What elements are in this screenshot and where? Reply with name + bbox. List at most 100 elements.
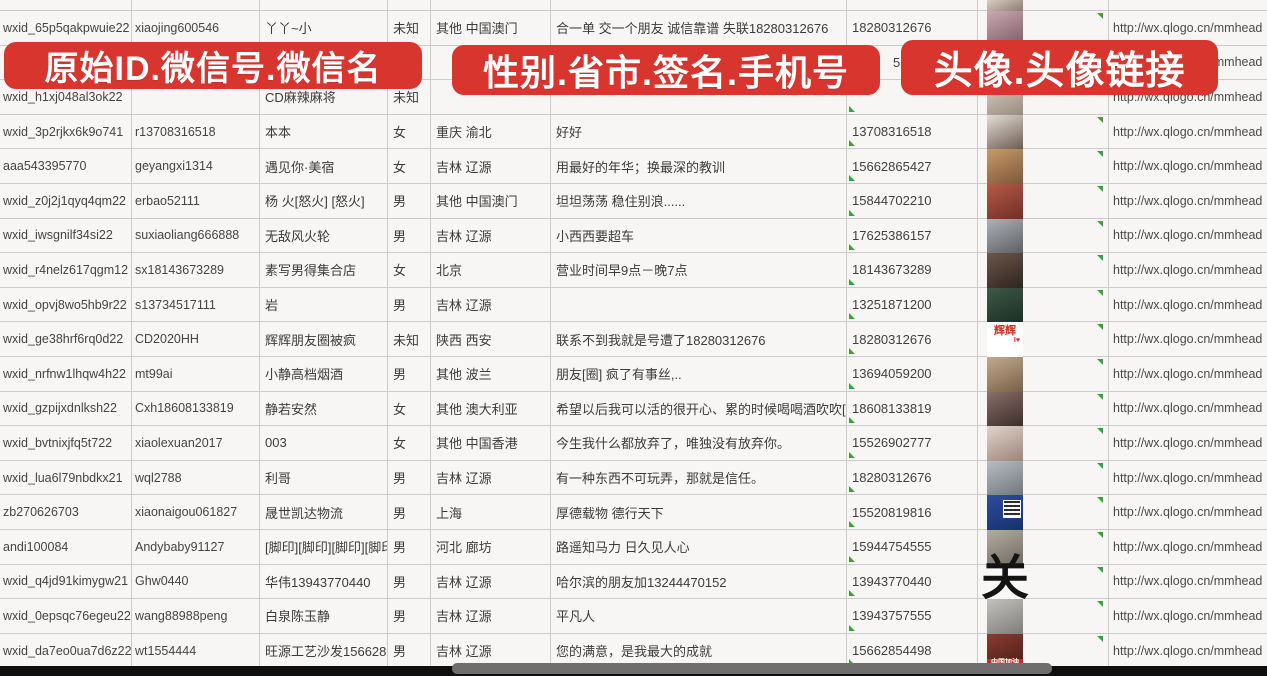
cell-signature[interactable]: 联系不到我就是号遭了18280312676 (551, 322, 847, 357)
cell-avatar_cell[interactable] (978, 322, 1109, 357)
cell-signature[interactable]: 小西西要超车 (551, 218, 847, 254)
cell-wxid[interactable]: wxid_h1xj048al3ok22 (0, 80, 132, 115)
cell-region[interactable]: 重庆 渝北 (431, 114, 551, 150)
cell-url[interactable]: http://wx.qlogo.cn/mmhead (1109, 599, 1267, 634)
cell-wechat_name[interactable]: 静若安然 (260, 391, 388, 427)
cell-gender[interactable]: 女 (388, 114, 431, 150)
cell-signature[interactable]: 今生我什么都放弃了，唯独没有放弃你。 (551, 426, 847, 461)
cell-wxid[interactable] (0, 0, 132, 11)
cell-gender[interactable]: 未知 (388, 80, 431, 115)
cell-phone[interactable]: 15520819816 (847, 495, 978, 530)
cell-region[interactable]: 吉林 辽源 (431, 599, 551, 634)
cell-avatar_cell[interactable] (978, 426, 1109, 461)
cell-wechat_id[interactable]: s13734517111 (132, 287, 260, 323)
cell-avatar_cell[interactable] (978, 184, 1109, 219)
cell-wechat_id[interactable]: r13708316518 (132, 114, 260, 150)
cell-region[interactable]: 吉林 辽源 (431, 149, 551, 184)
cell-signature[interactable]: 合一单 交一个朋友 诚信靠谱 失联18280312676 (551, 11, 847, 46)
cell-phone[interactable] (847, 80, 978, 115)
cell-wechat_name[interactable]: 辉辉朋友圈被疯 (260, 322, 388, 357)
cell-gender[interactable] (388, 0, 431, 11)
cell-phone[interactable]: 13251871200 (847, 287, 978, 323)
cell-wechat_id[interactable]: erbao52111 (132, 184, 260, 219)
cell-region[interactable]: 吉林 辽源 (431, 218, 551, 254)
cell-phone[interactable]: 13708316518 (847, 114, 978, 150)
cell-wechat_name[interactable] (260, 0, 388, 11)
cell-gender[interactable]: 男 (388, 184, 431, 219)
cell-phone[interactable]: 15526902777 (847, 426, 978, 461)
cell-wechat_name[interactable]: 003 (260, 426, 388, 461)
cell-wechat_name[interactable]: 素写男得集合店 (260, 253, 388, 288)
cell-gender[interactable]: 男 (388, 530, 431, 565)
cell-wechat_id[interactable] (132, 80, 260, 115)
cell-url[interactable]: http://wx.qlogo.cn/mmhead (1109, 426, 1267, 461)
cell-avatar_cell[interactable] (978, 149, 1109, 184)
cell-region[interactable] (431, 0, 551, 11)
cell-url[interactable]: http://wx.qlogo.cn/mmhead (1109, 461, 1267, 496)
cell-avatar_cell[interactable] (978, 253, 1109, 288)
cell-phone[interactable]: 13943770440 (847, 564, 978, 600)
cell-wechat_id[interactable]: Cxh18608133819 (132, 391, 260, 427)
cell-gender[interactable]: 男 (388, 564, 431, 600)
cell-signature[interactable]: 厚德载物 德行天下 (551, 495, 847, 530)
cell-wechat_id[interactable]: xiaonaigou061827 (132, 495, 260, 530)
cell-wechat_name[interactable]: 遇见你·美宿 (260, 149, 388, 184)
cell-wxid[interactable]: wxid_gzpijxdnlksh22 (0, 391, 132, 427)
cell-wxid[interactable]: andi100084 (0, 530, 132, 565)
cell-wechat_id[interactable]: geyangxi1314 (132, 149, 260, 184)
cell-signature[interactable]: 朋友[圈] 疯了有事丝,.. (551, 357, 847, 392)
cell-url[interactable]: http://wx.qlogo.cn/mmhead (1109, 357, 1267, 392)
cell-wechat_name[interactable]: 华伟13943770440 (260, 564, 388, 600)
cell-wechat_name[interactable]: 岩 (260, 287, 388, 323)
cell-wechat_id[interactable]: mt99ai (132, 357, 260, 392)
cell-url[interactable]: http://wx.qlogo.cn/mmhead (1109, 565, 1267, 600)
cell-signature[interactable]: 路遥知马力 日久见人心 (551, 530, 847, 565)
cell-url[interactable]: http://wx.qlogo.cn/mmhead (1109, 392, 1267, 427)
cell-wxid[interactable]: wxid_da7eo0ua7d6z22 (0, 633, 132, 669)
cell-gender[interactable]: 男 (388, 633, 431, 669)
cell-wechat_id[interactable]: wt1554444 (132, 633, 260, 669)
cell-avatar_cell[interactable] (978, 218, 1109, 254)
cell-wechat_name[interactable]: 利哥 (260, 460, 388, 496)
cell-signature[interactable]: 用最好的年华；换最深的教训 (551, 149, 847, 184)
cell-gender[interactable]: 女 (388, 426, 431, 461)
cell-region[interactable]: 北京 (431, 253, 551, 288)
cell-wechat_name[interactable]: 白泉陈玉静 (260, 599, 388, 634)
cell-avatar_cell[interactable] (978, 287, 1109, 323)
cell-region[interactable]: 陕西 西安 (431, 322, 551, 357)
cell-wxid[interactable]: wxid_q4jd91kimygw21 (0, 564, 132, 600)
cell-region[interactable]: 上海 (431, 495, 551, 530)
cell-signature[interactable] (551, 0, 847, 11)
cell-wechat_name[interactable]: [脚印][脚印][脚印][脚印 (260, 530, 388, 565)
cell-url[interactable]: http://wx.qlogo.cn/mmhead (1109, 115, 1267, 150)
cell-wxid[interactable]: wxid_iwsgnilf34si22 (0, 218, 132, 254)
cell-wxid[interactable]: aaa543395770 (0, 149, 132, 184)
cell-gender[interactable]: 男 (388, 599, 431, 634)
cell-avatar_cell[interactable] (978, 114, 1109, 150)
cell-avatar_cell[interactable] (978, 460, 1109, 496)
cell-phone[interactable]: 15944754555 (847, 530, 978, 565)
cell-phone[interactable]: 18608133819 (847, 391, 978, 427)
cell-gender[interactable]: 未知 (388, 11, 431, 46)
horizontal-scrollbar-thumb[interactable] (452, 663, 1052, 674)
cell-avatar_cell[interactable] (978, 564, 1109, 600)
cell-region[interactable] (431, 80, 551, 115)
cell-gender[interactable]: 男 (388, 495, 431, 530)
cell-wechat_name[interactable]: 杨 火[怒火] [怒火] (260, 184, 388, 219)
cell-avatar_cell[interactable] (978, 530, 1109, 565)
cell-gender[interactable]: 女 (388, 149, 431, 184)
cell-region[interactable]: 其他 澳大利亚 (431, 391, 551, 427)
cell-signature[interactable]: 好好 (551, 114, 847, 150)
cell-avatar_cell[interactable] (978, 0, 1109, 11)
cell-url[interactable]: http://wx.qlogo.cn/mmhead (1109, 530, 1267, 565)
cell-wechat_name[interactable]: 旺源工艺沙发15662854 (260, 633, 388, 669)
cell-wechat_name[interactable]: 本本 (260, 114, 388, 150)
cell-signature[interactable]: 营业时间早9点－晚7点 (551, 253, 847, 288)
cell-url[interactable]: http://wx.qlogo.cn/mmhead (1109, 184, 1267, 219)
cell-phone[interactable]: 18280312676 (847, 460, 978, 496)
cell-wechat_name[interactable]: 小静高档烟酒 (260, 357, 388, 392)
cell-region[interactable]: 吉林 辽源 (431, 460, 551, 496)
cell-wxid[interactable]: wxid_lua6l79nbdkx21 (0, 460, 132, 496)
cell-avatar_cell[interactable] (978, 391, 1109, 427)
cell-wechat_id[interactable]: Andybaby91127 (132, 530, 260, 565)
